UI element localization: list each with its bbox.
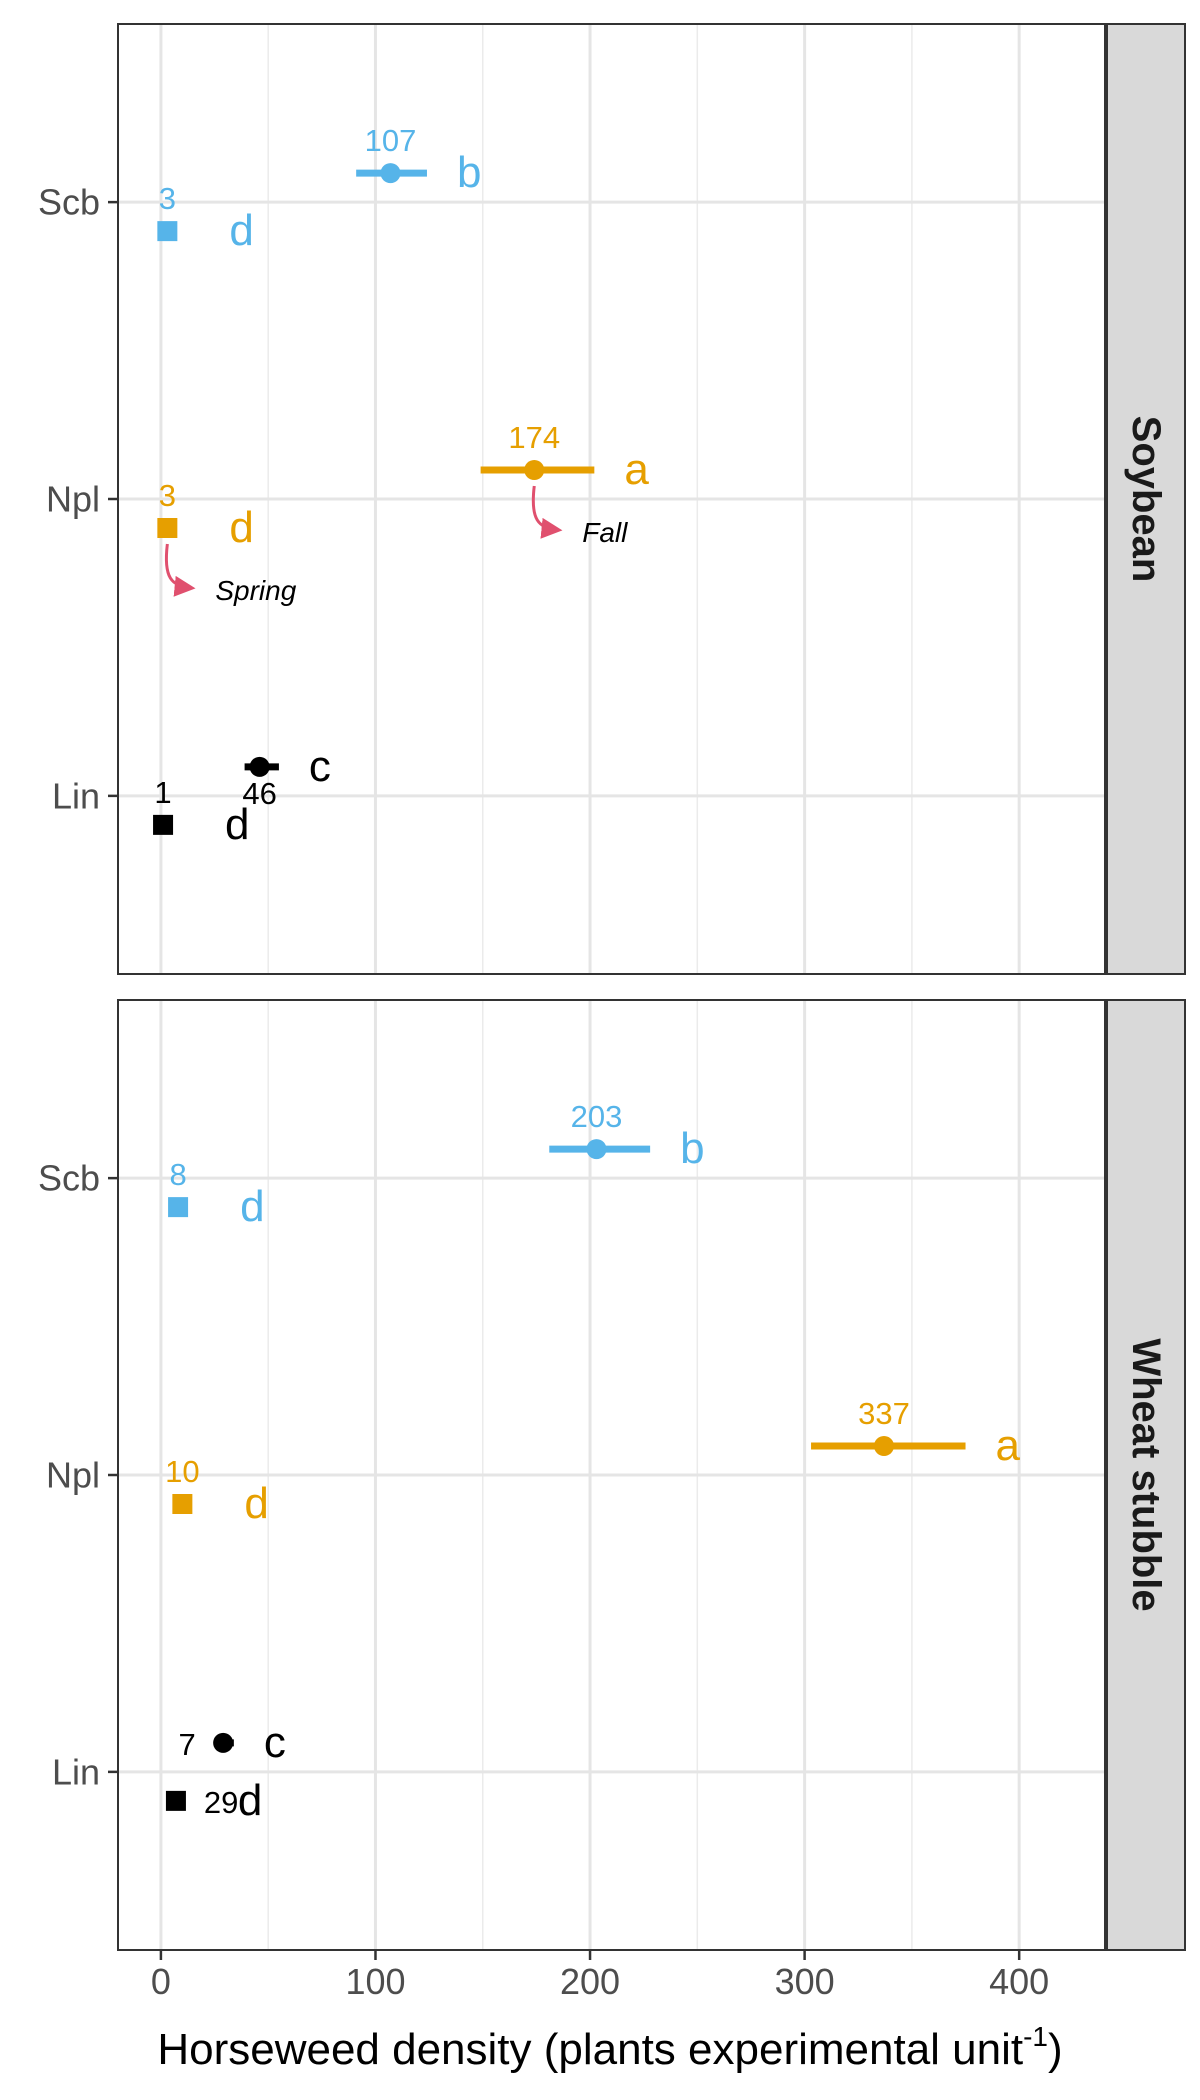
y-tick-label: Npl [46, 479, 100, 520]
value-label: 174 [508, 420, 560, 455]
y-tick-label: Lin [52, 1751, 100, 1792]
point-spring [165, 1790, 186, 1811]
value-label: 1 [154, 775, 171, 810]
annotation-arrow [164, 543, 196, 597]
point-spring [157, 221, 178, 242]
significance-letter: a [624, 445, 649, 494]
significance-letter: d [229, 503, 253, 552]
significance-letter: d [244, 1479, 268, 1528]
significance-letter: a [996, 1421, 1021, 1470]
significance-letter: d [229, 206, 253, 255]
significance-letter: c [264, 1718, 286, 1767]
value-label: 107 [365, 123, 417, 158]
significance-letter: d [240, 1182, 264, 1231]
y-tick-label: Scb [38, 182, 100, 223]
y-tick-label: Npl [46, 1455, 100, 1496]
point-fall [873, 1436, 894, 1456]
facet-strip-label: Wheat stubble [1124, 1338, 1168, 1611]
significance-letter: d [225, 800, 249, 849]
facet-strip [1106, 999, 1186, 1951]
point-fall [249, 756, 270, 777]
facet-strip [1106, 23, 1186, 975]
value-label: 46 [242, 776, 276, 811]
point-fall [524, 460, 545, 480]
significance-letter: c [309, 742, 331, 791]
annotation-label: Spring [215, 575, 296, 606]
point-spring [168, 1197, 189, 1218]
significance-letter: b [680, 1124, 704, 1173]
value-label: 7 [179, 1727, 196, 1762]
panel-0: SoybeanScbNplLin107b3d174a3d46c1dFallSpr… [38, 23, 1186, 975]
point-spring [157, 518, 178, 538]
value-label: 337 [858, 1396, 910, 1431]
y-tick-label: Lin [52, 775, 100, 816]
value-label: 10 [165, 1454, 199, 1489]
x-tick-label: 300 [775, 1961, 835, 2002]
value-label: 8 [169, 1157, 186, 1192]
point-fall [586, 1139, 607, 1160]
point-spring [153, 814, 174, 835]
x-tick-label: 400 [989, 1961, 1049, 2002]
point-spring [172, 1494, 193, 1514]
significance-letter: b [457, 148, 481, 197]
x-axis-title-close: ) [1048, 2025, 1063, 2074]
x-tick-label: 0 [151, 1961, 171, 2002]
panels-layer: SoybeanScbNplLin107b3d174a3d46c1dFallSpr… [38, 23, 1186, 1951]
value-label: 3 [159, 478, 176, 513]
x-tick-label: 200 [560, 1961, 620, 2002]
annotation-label: Fall [582, 517, 628, 548]
x-axis-title-main: Horseweed density (plants experimental u… [157, 2025, 1023, 2074]
facet-strip-label: Soybean [1124, 416, 1168, 583]
value-label: 29 [204, 1785, 238, 1820]
x-axis-title-superscript: -1 [1023, 2021, 1048, 2052]
point-fall [380, 163, 401, 184]
significance-letter: d [238, 1776, 262, 1825]
value-label: 203 [571, 1099, 623, 1134]
value-label: 3 [159, 181, 176, 216]
y-tick-label: Scb [38, 1158, 100, 1199]
x-tick-label: 100 [345, 1961, 405, 2002]
x-axis-title: Horseweed density (plants experimental u… [157, 2021, 1062, 2074]
annotation-arrow [531, 485, 563, 539]
point-fall [213, 1732, 234, 1753]
x-axis: 0 100 200 300 400 [151, 1950, 1049, 2002]
